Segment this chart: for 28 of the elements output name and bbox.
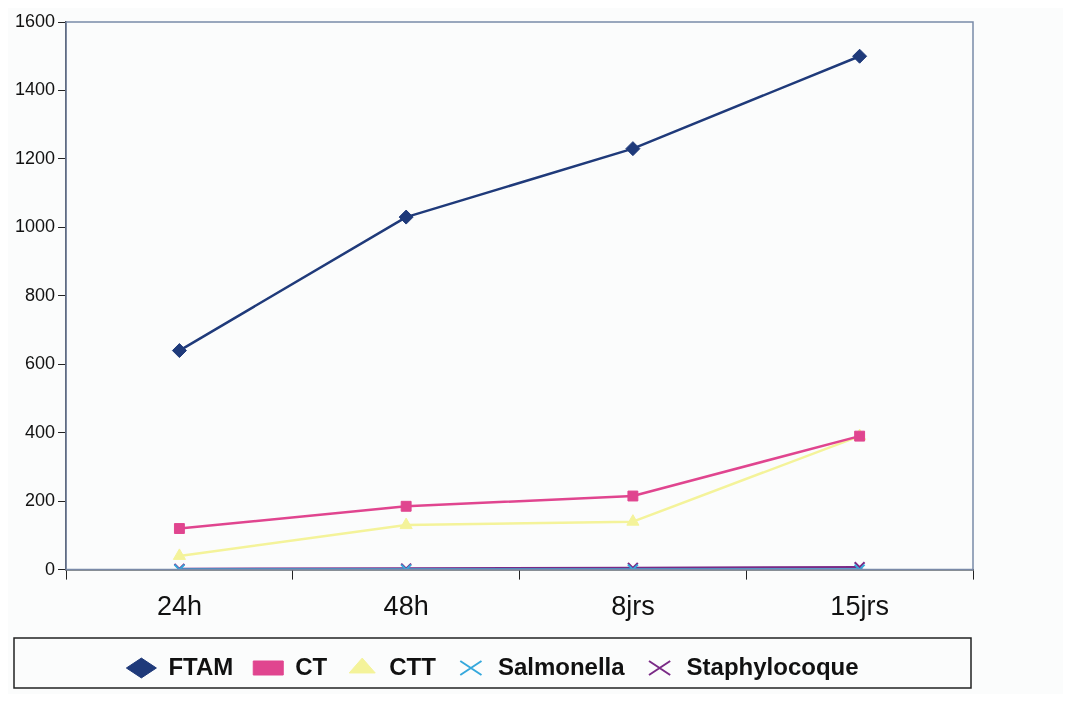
point [171, 343, 187, 359]
point [625, 141, 641, 157]
x-tick-label: 48h [383, 591, 429, 622]
point [173, 523, 185, 534]
y-tick-label: 1600 [15, 10, 56, 31]
legend-label: CTT [389, 652, 437, 680]
y-tick-label: 1000 [15, 216, 56, 237]
y-tick-label: 600 [25, 353, 56, 374]
y-tick-label: 0 [45, 558, 56, 579]
y-tick-label: 1200 [15, 147, 56, 168]
point [399, 517, 413, 530]
point [627, 490, 639, 502]
y-tick-label: 800 [25, 284, 56, 305]
point [172, 548, 186, 560]
legend-label: FTAM [168, 652, 234, 680]
x-tick-label: 24h [156, 591, 202, 622]
legend-label: Staphylocoque [686, 652, 859, 680]
point [398, 209, 414, 225]
y-tick-label: 1400 [15, 79, 56, 100]
y-tick-label: 400 [25, 421, 56, 442]
y-tick-label: 200 [25, 490, 56, 511]
point [852, 48, 868, 64]
point [400, 500, 412, 512]
legend-label: Salmonella [497, 652, 626, 680]
x-tick-label: 15jrs [830, 591, 889, 622]
x-tick-label: 8jrs [611, 591, 655, 622]
point [626, 514, 640, 526]
legend-label: CT [295, 652, 328, 680]
